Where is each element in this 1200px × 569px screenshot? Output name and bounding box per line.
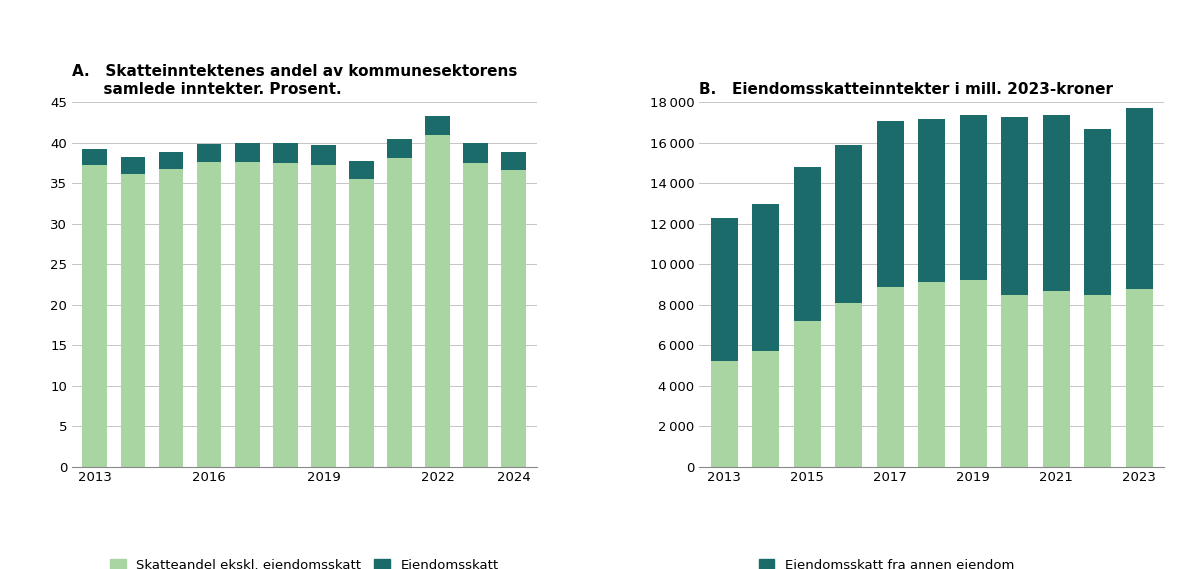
Legend: Eiendomsskatt fra annen eiendom, Eiendomsskatt fra boliger og fritidseiendommer: Eiendomsskatt fra annen eiendom, Eiendom… xyxy=(754,553,1110,569)
Text: B.   Eiendomsskatteinntekter i mill. 2023-kroner: B. Eiendomsskatteinntekter i mill. 2023-… xyxy=(700,82,1114,97)
Bar xyxy=(311,165,336,467)
Bar xyxy=(272,143,298,163)
Bar xyxy=(1126,288,1152,467)
Bar xyxy=(120,174,145,467)
Bar xyxy=(349,179,374,467)
Bar xyxy=(463,163,488,467)
Bar xyxy=(120,156,145,174)
Bar xyxy=(425,135,450,467)
Bar xyxy=(877,121,904,287)
Bar xyxy=(918,118,946,282)
Bar xyxy=(463,143,488,163)
Bar xyxy=(752,351,779,467)
Bar xyxy=(235,162,259,467)
Bar xyxy=(960,281,986,467)
Bar xyxy=(752,204,779,351)
Bar xyxy=(272,163,298,467)
Bar xyxy=(197,144,222,162)
Bar xyxy=(1001,117,1028,295)
Bar xyxy=(1043,114,1069,291)
Bar xyxy=(1001,295,1028,467)
Bar xyxy=(1126,109,1152,288)
Bar xyxy=(710,218,738,361)
Bar xyxy=(83,149,107,165)
Bar xyxy=(388,158,412,467)
Bar xyxy=(793,321,821,467)
Bar xyxy=(877,287,904,467)
Bar xyxy=(960,114,986,281)
Bar xyxy=(197,162,222,467)
Bar xyxy=(918,282,946,467)
Bar xyxy=(502,152,527,170)
Bar xyxy=(158,152,184,169)
Bar xyxy=(835,145,862,303)
Bar xyxy=(1084,295,1111,467)
Bar xyxy=(710,361,738,467)
Bar xyxy=(349,160,374,179)
Bar xyxy=(502,170,527,467)
Bar xyxy=(311,145,336,165)
Bar xyxy=(83,165,107,467)
Bar xyxy=(835,303,862,467)
Bar xyxy=(235,143,259,162)
Bar xyxy=(1043,291,1069,467)
Bar xyxy=(1084,129,1111,295)
Bar xyxy=(793,167,821,321)
Text: A.   Skatteinntektenes andel av kommunesektorens
      samlede inntekter. Prosen: A. Skatteinntektenes andel av kommunesek… xyxy=(72,64,517,97)
Bar xyxy=(388,139,412,158)
Bar xyxy=(425,116,450,135)
Bar xyxy=(158,169,184,467)
Legend: Skatteandel ekskl. eiendomsskatt, Eiendomsskatt: Skatteandel ekskl. eiendomsskatt, Eiendo… xyxy=(104,553,504,569)
